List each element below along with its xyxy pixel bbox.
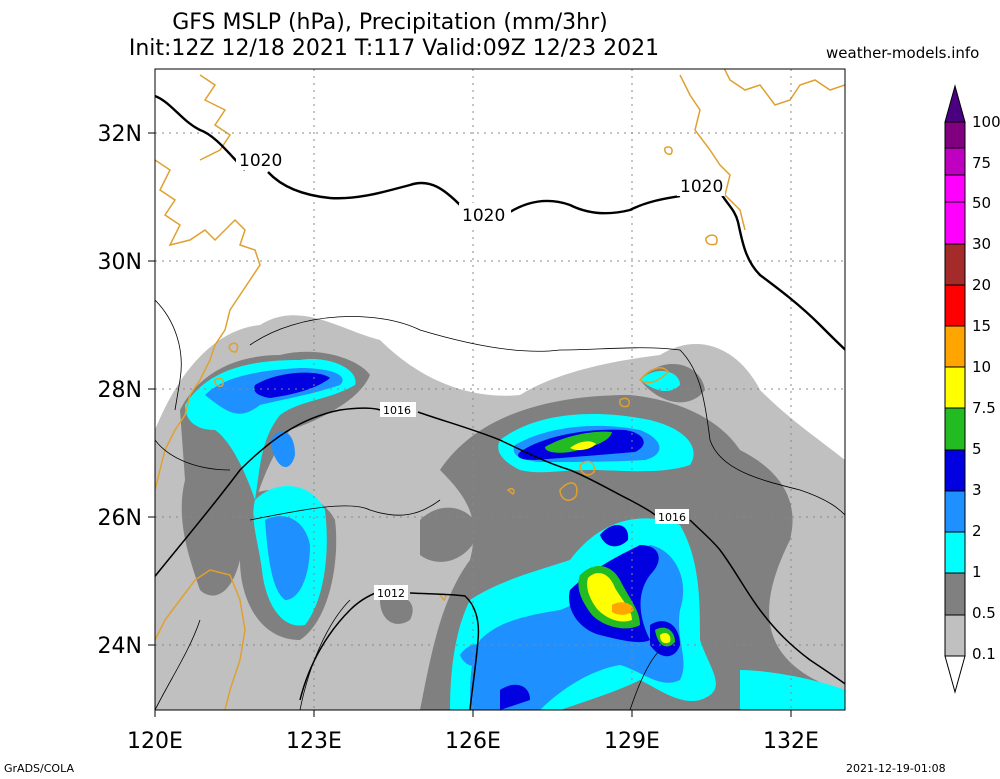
- colorbar-label: 5: [972, 440, 982, 458]
- colorbar-label: 15: [972, 317, 991, 335]
- colorbar-label: 1: [972, 563, 982, 581]
- isobar-label: 1016: [658, 511, 686, 524]
- latitude-labels: 32N 30N 28N 26N 24N: [98, 122, 142, 659]
- colorbar-labels: 100 75 50 30 20 15 10 7.5 5 3 2 1 0.5 0.…: [972, 113, 1000, 663]
- boundary-lines: [155, 299, 845, 710]
- colorbar-label: 100: [972, 113, 1000, 131]
- generated-timestamp: 2021-12-19-01:08: [846, 762, 946, 775]
- isobar-labels: 1020 1020 1020 1016 1016 1012: [236, 148, 725, 600]
- map-title: GFS MSLP (hPa), Precipitation (mm/3hr): [172, 10, 608, 35]
- colorbar-box: [944, 449, 966, 492]
- colorbar-bottom-arrow: [944, 655, 966, 694]
- lon-label: 126E: [445, 729, 501, 754]
- coastlines: [155, 69, 845, 710]
- colorbar-label: 30: [972, 235, 991, 253]
- isobar-label: 1012: [377, 587, 405, 600]
- colorbar-box: [944, 174, 966, 203]
- colorbar-label: 10: [972, 358, 991, 376]
- isobar-label: 1020: [462, 206, 505, 226]
- source-credit: weather-models.info: [826, 44, 980, 62]
- isobar-1012: [299, 591, 480, 710]
- colorbar-label: 20: [972, 276, 991, 294]
- colorbar-box: [944, 121, 966, 149]
- lon-label: 123E: [286, 729, 342, 754]
- isobar-1020-main: [267, 171, 681, 215]
- colorbar-box: [944, 614, 966, 657]
- colorbar-top-arrow: [944, 84, 966, 123]
- lat-label: 26N: [98, 506, 142, 531]
- isobar-lines: [155, 94, 845, 710]
- isobar-label: 1020: [239, 151, 282, 171]
- colorbar-box: [944, 284, 966, 327]
- colorbar: [944, 84, 966, 694]
- lat-label: 30N: [98, 250, 142, 275]
- colorbar-label: 7.5: [972, 399, 996, 417]
- longitude-labels: 120E 123E 126E 129E 132E: [127, 729, 819, 754]
- precip-orange: [612, 602, 634, 615]
- lat-label: 24N: [98, 634, 142, 659]
- colorbar-label: 2: [972, 522, 982, 540]
- lat-label: 32N: [98, 122, 142, 147]
- colorbar-label: 0.5: [972, 604, 996, 622]
- isobar-label: 1016: [383, 404, 411, 417]
- colorbar-box: [944, 572, 966, 616]
- colorbar-box: [944, 490, 966, 533]
- lon-label: 129E: [604, 729, 660, 754]
- colorbar-box: [944, 201, 966, 245]
- colorbar-label: 50: [972, 194, 991, 212]
- colorbar-box: [944, 531, 966, 574]
- colorbar-label: 3: [972, 481, 982, 499]
- lon-label: 132E: [763, 729, 819, 754]
- colorbar-box: [944, 366, 966, 409]
- colorbar-box: [944, 407, 966, 451]
- lon-label: 120E: [127, 729, 183, 754]
- isobar-label: 1020: [680, 177, 723, 197]
- isobar-1020-west: [155, 94, 246, 171]
- graticule: [155, 69, 845, 710]
- colorbar-box: [944, 325, 966, 368]
- lat-label: 28N: [98, 378, 142, 403]
- colorbar-label: 75: [972, 154, 991, 172]
- map-area: 1020 1020 1020 1016 1016 1012: [155, 69, 845, 710]
- map-subtitle: Init:12Z 12/18 2021 T:117 Valid:09Z 12/2…: [128, 36, 660, 61]
- colorbar-label: 0.1: [972, 645, 996, 663]
- isobar-1016-main: [155, 407, 845, 685]
- colorbar-box: [944, 147, 966, 176]
- isobar-1020-east: [720, 194, 845, 352]
- colorbar-box: [944, 243, 966, 286]
- axis-ticks: [148, 132, 792, 717]
- software-credit: GrADS/COLA: [4, 762, 74, 775]
